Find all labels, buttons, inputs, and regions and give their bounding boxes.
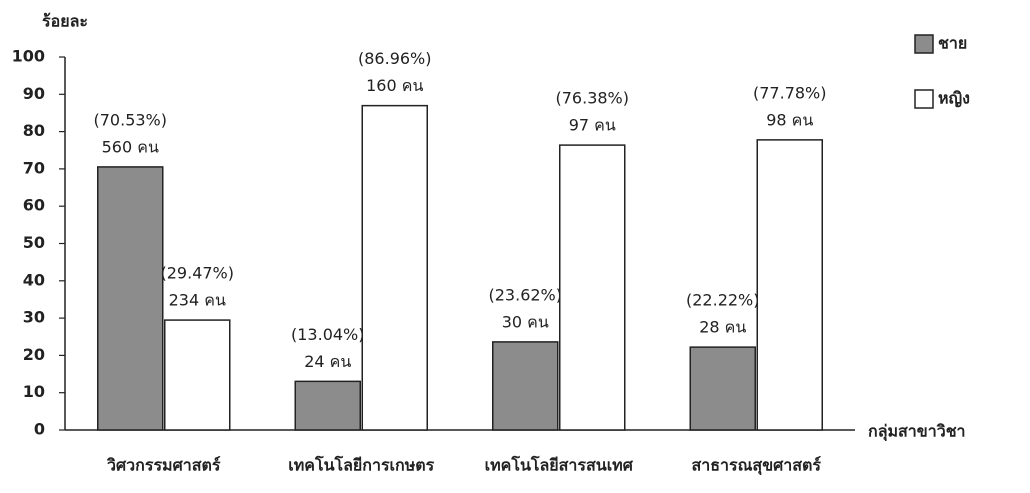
value-label: (76.38%) [556, 89, 630, 108]
y-tick-label: 20 [23, 345, 45, 364]
legend-label: ชาย [938, 34, 967, 53]
legend-label: หญิง [938, 89, 970, 109]
count-label: 560 คน [102, 137, 159, 156]
legend-swatch [914, 34, 934, 54]
y-tick-label: 70 [23, 158, 45, 177]
bar [689, 346, 756, 431]
count-label: 28 คน [699, 318, 746, 337]
value-label: (13.04%) [291, 325, 365, 344]
y-tick-label: 60 [23, 196, 45, 215]
value-label: (22.22%) [686, 291, 760, 310]
value-label: (23.62%) [489, 285, 563, 304]
bar [492, 341, 559, 431]
bar [559, 144, 626, 431]
y-tick-label: 100 [12, 47, 45, 66]
y-tick-label: 10 [23, 382, 45, 401]
x-tick-label: เทคโนโลยีสารสนเทศ [485, 455, 634, 475]
x-tick-label: เทคโนโลยีการเกษตร [288, 455, 434, 475]
bar [361, 104, 428, 431]
count-label: 97 คน [569, 116, 616, 135]
y-tick-label: 0 [34, 420, 45, 439]
value-label: (77.78%) [753, 83, 827, 102]
value-label: (29.47%) [161, 264, 235, 283]
count-label: 98 คน [766, 110, 813, 129]
count-label: 30 คน [502, 312, 549, 331]
bar [97, 166, 164, 431]
x-tick-label: สาธารณสุขศาสตร์ [691, 456, 821, 476]
bar [164, 319, 231, 431]
value-label: (86.96%) [358, 49, 432, 68]
y-axis-title: ร้อยละ [42, 12, 88, 31]
value-label: (70.53%) [94, 110, 168, 129]
legend-swatch [914, 89, 934, 109]
bar [756, 139, 823, 431]
count-label: 160 คน [366, 76, 423, 95]
count-label: 234 คน [169, 291, 226, 310]
x-tick-label: วิศวกรรมศาสตร์ [106, 456, 221, 475]
count-label: 24 คน [304, 352, 351, 371]
x-axis-title: กลุ่มสาขาวิชา [868, 422, 966, 442]
y-tick-label: 90 [23, 84, 45, 103]
y-tick-label: 80 [23, 121, 45, 140]
y-tick-label: 40 [23, 270, 45, 289]
bar [294, 380, 361, 431]
y-tick-label: 50 [23, 233, 45, 252]
y-tick-label: 30 [23, 308, 45, 327]
